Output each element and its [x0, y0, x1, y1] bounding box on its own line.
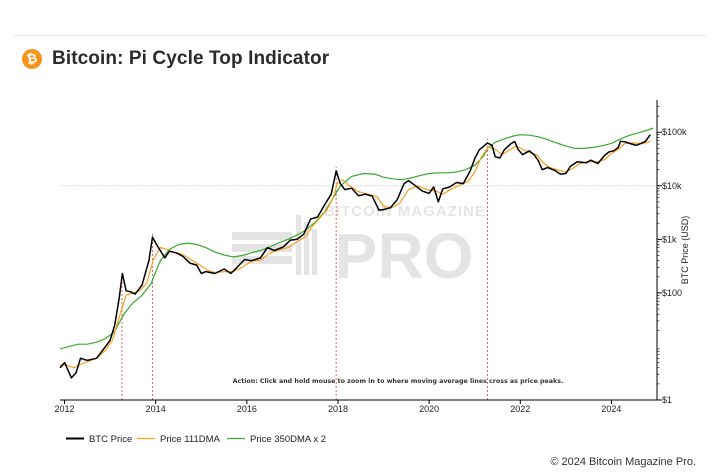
x-tick-label: 2022: [510, 404, 530, 414]
series-lines: [59, 127, 654, 379]
x-tick-label: 2020: [419, 404, 439, 414]
dma350x2-line: [59, 127, 654, 350]
x-tick-label: 2024: [601, 404, 621, 414]
x-tick-label: 2014: [146, 404, 166, 414]
watermark: BITCOIN MAGAZINE PRO: [232, 203, 486, 292]
legend-dma350x2[interactable]: Price 350DMA x 2: [227, 434, 326, 445]
y-tick-label: $100: [662, 288, 682, 298]
watermark-product: PRO: [335, 220, 474, 292]
copyright-footer: © 2024 Bitcoin Magazine Pro.: [550, 456, 696, 468]
y-tick-label: $100k: [662, 127, 687, 137]
dma111-line: [60, 140, 651, 369]
legend-label: BTC Price: [89, 434, 132, 445]
btc-price-line: [59, 134, 651, 379]
watermark-bars-icon: [232, 215, 317, 275]
y-axis-title: BTC Price (USD): [680, 216, 690, 285]
legend[interactable]: BTC Price Price 111DMA Price 350DMA x 2: [66, 434, 326, 445]
x-tick-label: 2012: [55, 404, 75, 414]
header: ₿ Bitcoin: Pi Cycle Top Indicator: [20, 45, 330, 73]
legend-label: Price 350DMA x 2: [250, 434, 326, 445]
y-tick-label: $1: [662, 395, 672, 405]
chart-annotation: Action: Click and hold mouse to zoom in …: [233, 378, 564, 385]
axes: 2012 2014 2016 2018 2020 2022 2024 $1 $100 $1k $10…: [55, 100, 690, 414]
x-tick-label: 2018: [328, 404, 348, 414]
legend-label: Price 111DMA: [160, 434, 220, 445]
pi-cycle-signal-lines: [121, 138, 488, 400]
header-divider: [14, 35, 706, 36]
legend-dma111[interactable]: Price 111DMA: [137, 434, 220, 445]
legend-btc-price[interactable]: BTC Price: [66, 434, 132, 445]
y-tick-label: $10k: [662, 181, 682, 191]
x-tick-label: 2016: [237, 404, 257, 414]
watermark-brand: BITCOIN MAGAZINE: [324, 203, 486, 220]
y-tick-label: $1k: [662, 234, 677, 244]
page-title: Bitcoin: Pi Cycle Top Indicator: [52, 48, 330, 69]
